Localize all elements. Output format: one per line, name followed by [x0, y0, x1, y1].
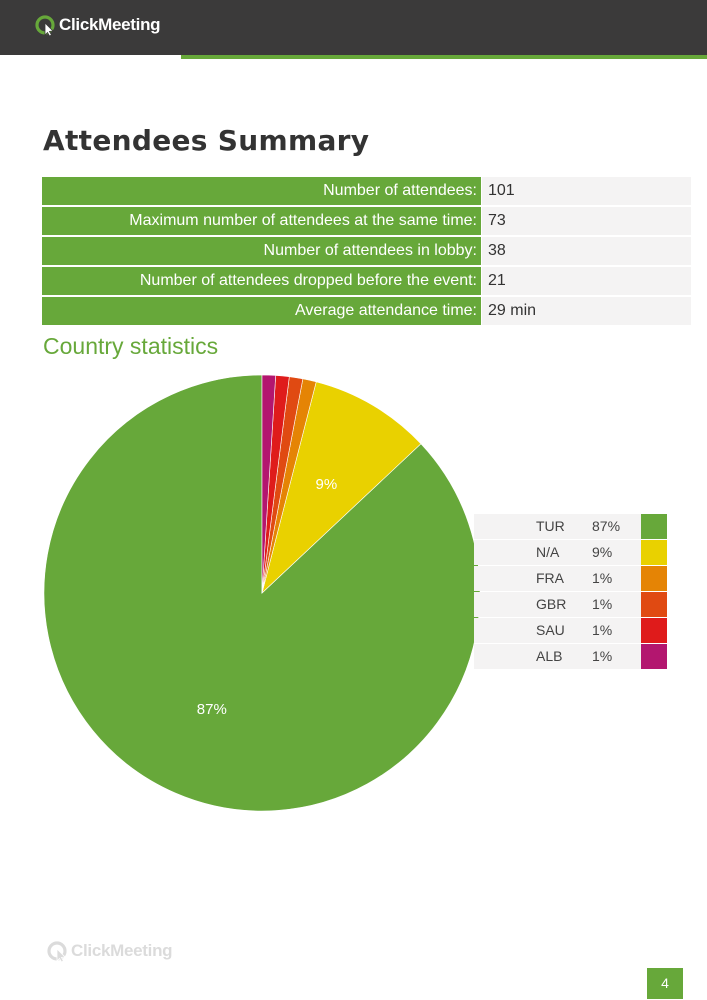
summary-label: Number of attendees dropped before the e… — [42, 267, 481, 295]
legend-row: FRA 1% — [474, 566, 667, 591]
legend-swatch — [641, 566, 667, 591]
brand-name: ClickMeeting — [59, 15, 161, 34]
summary-label: Maximum number of attendees at the same … — [42, 207, 481, 235]
attendees-summary-table: Number of attendees: 101 Maximum number … — [42, 177, 691, 327]
legend-swatch — [641, 592, 667, 617]
pie-slice-alb — [261, 374, 277, 594]
legend-swatch — [641, 644, 667, 669]
summary-value: 38 — [482, 237, 691, 265]
legend-country: FRA — [536, 570, 564, 586]
pie-slice-label: 9% — [316, 476, 338, 493]
legend-country: TUR — [536, 518, 565, 534]
summary-row: Number of attendees in lobby: 38 — [42, 237, 691, 265]
page-number: 4 — [647, 968, 683, 999]
summary-row: Average attendance time: 29 min — [42, 297, 691, 325]
summary-value: 101 — [482, 177, 691, 205]
footer-brand-name: ClickMeeting — [71, 941, 173, 960]
section-title: Country statistics — [43, 333, 219, 359]
legend-percent: 1% — [592, 622, 613, 638]
page-header: ClickMeeting — [0, 0, 707, 55]
clickmeeting-logo-icon — [47, 941, 67, 962]
legend-swatch — [641, 618, 667, 643]
summary-row: Number of attendees dropped before the e… — [42, 267, 691, 295]
legend-row: SAU 1% — [474, 618, 667, 643]
legend-percent: 1% — [592, 648, 613, 664]
summary-row: Number of attendees: 101 — [42, 177, 691, 205]
legend-row: N/A 9% — [474, 540, 667, 565]
legend-row: TUR 87% — [474, 514, 667, 539]
legend-swatch — [641, 540, 667, 565]
legend-country: N/A — [536, 544, 560, 560]
summary-value: 73 — [482, 207, 691, 235]
country-legend: TUR 87% N/A 9% FRA 1% GBR 1% SAU 1% ALB … — [474, 514, 667, 670]
legend-country: GBR — [536, 596, 567, 612]
summary-row: Maximum number of attendees at the same … — [42, 207, 691, 235]
legend-swatch — [641, 514, 667, 539]
summary-label: Average attendance time: — [42, 297, 481, 325]
summary-value: 21 — [482, 267, 691, 295]
pie-slice-label: 87% — [197, 701, 227, 718]
legend-country: ALB — [536, 648, 563, 664]
legend-percent: 1% — [592, 596, 613, 612]
legend-percent: 87% — [592, 518, 621, 534]
summary-value: 29 min — [482, 297, 691, 325]
pie-slice-na — [261, 381, 422, 594]
summary-label: Number of attendees: — [42, 177, 481, 205]
legend-row: ALB 1% — [474, 644, 667, 669]
country-pie-chart: 87% 9% — [43, 374, 481, 812]
legend-percent: 9% — [592, 544, 613, 560]
legend-row: GBR 1% — [474, 592, 667, 617]
header-accent-bar — [181, 55, 707, 59]
brand-logo: ClickMeeting — [34, 14, 161, 36]
legend-country: SAU — [536, 622, 565, 638]
footer-logo: ClickMeeting — [46, 940, 173, 962]
clickmeeting-logo-icon — [35, 15, 55, 36]
page-title: Attendees Summary — [43, 124, 370, 157]
legend-percent: 1% — [592, 570, 613, 586]
summary-label: Number of attendees in lobby: — [42, 237, 481, 265]
